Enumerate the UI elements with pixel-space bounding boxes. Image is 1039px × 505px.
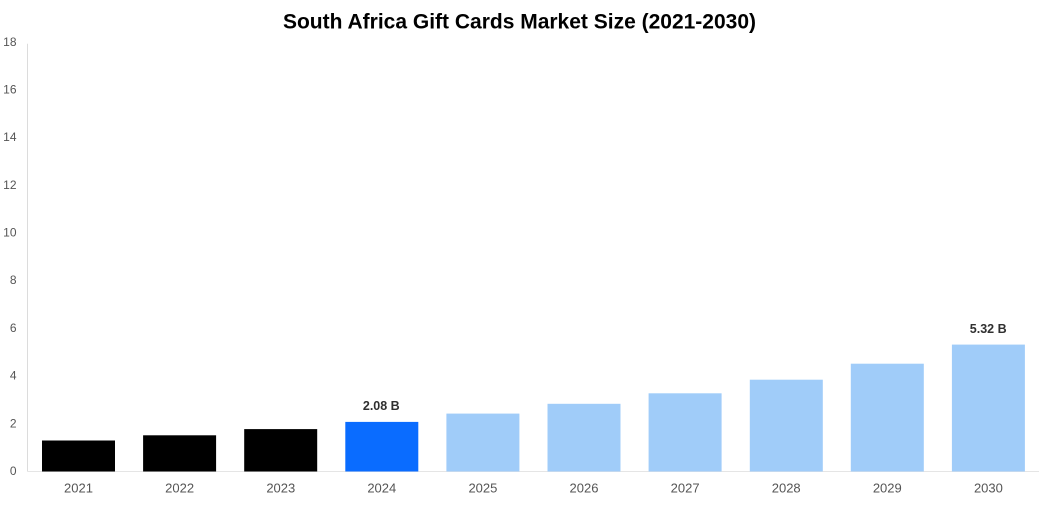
- svg-text:2026: 2026: [570, 481, 599, 496]
- svg-text:18: 18: [3, 35, 17, 49]
- svg-text:4: 4: [10, 369, 17, 383]
- svg-text:2029: 2029: [873, 481, 902, 496]
- svg-text:12: 12: [3, 178, 17, 192]
- svg-text:6: 6: [10, 321, 17, 335]
- svg-text:2027: 2027: [671, 481, 700, 496]
- svg-text:South Africa Gift Cards Market: South Africa Gift Cards Market Size (202…: [283, 11, 756, 34]
- svg-text:5.32 B: 5.32 B: [970, 322, 1007, 336]
- svg-text:8: 8: [10, 273, 17, 287]
- svg-text:2024: 2024: [367, 481, 396, 496]
- svg-text:2030: 2030: [974, 481, 1003, 496]
- svg-text:16: 16: [3, 82, 17, 96]
- svg-text:2028: 2028: [772, 481, 801, 496]
- svg-text:2025: 2025: [468, 481, 497, 496]
- svg-text:2023: 2023: [266, 481, 295, 496]
- svg-text:2.08 B: 2.08 B: [363, 399, 400, 413]
- svg-text:2021: 2021: [64, 481, 93, 496]
- svg-text:0: 0: [10, 464, 17, 478]
- svg-text:14: 14: [3, 130, 17, 144]
- svg-text:2022: 2022: [165, 481, 194, 496]
- svg-text:2: 2: [10, 416, 17, 430]
- svg-text:10: 10: [3, 226, 17, 240]
